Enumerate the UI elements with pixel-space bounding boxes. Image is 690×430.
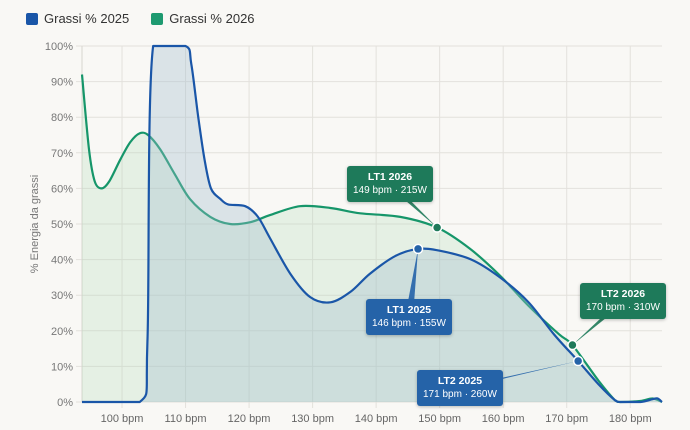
y-tick-label: 50%: [51, 219, 73, 231]
annotation-lt1-2025: LT1 2025 146 bpm · 155W: [366, 299, 452, 335]
y-tick-label: 60%: [51, 183, 73, 195]
legend-item-2026[interactable]: Grassi % 2026: [151, 11, 255, 26]
annotation-lt2-2026: LT2 2026 170 bpm · 310W: [580, 283, 666, 319]
annotation-point: [567, 339, 578, 351]
series-line-0: [82, 44, 663, 404]
legend-item-2025[interactable]: Grassi % 2025: [26, 11, 129, 26]
annotation-text: 146 bpm · 155W: [372, 318, 446, 329]
legend-label: Grassi % 2026: [169, 11, 255, 26]
y-tick-label: 100%: [45, 41, 73, 53]
series-line-1: [80, 74, 663, 404]
legend: Grassi % 2025 Grassi % 2026: [26, 11, 255, 26]
annotation-point: [431, 222, 443, 233]
annotation-title: LT2 2025: [437, 375, 483, 387]
y-tick-label: 10%: [51, 361, 73, 373]
annotation-pointer: [572, 301, 627, 346]
x-tick-label: 120 bpm: [228, 413, 271, 425]
annotation-point: [572, 355, 584, 367]
legend-swatch-2026: [151, 12, 164, 25]
x-tick-label: 180 bpm: [609, 413, 652, 425]
annotation-point: [412, 243, 424, 255]
series-area-0: [82, 46, 662, 402]
legend-swatch-2025: [26, 12, 38, 25]
y-tick-label: 40%: [51, 255, 73, 267]
x-tick-label: 100 bpm: [101, 413, 144, 425]
y-tick-label: 90%: [51, 77, 73, 89]
y-tick-label: 70%: [51, 148, 73, 160]
x-tick-label: 170 bpm: [545, 413, 588, 425]
annotation-text: 170 bpm · 310W: [586, 302, 660, 313]
x-tick-label: 110 bpm: [165, 413, 207, 425]
y-axis-label: % Energia da grassi: [29, 175, 41, 273]
x-tick-label: 140 bpm: [355, 413, 398, 425]
legend-label: Grassi % 2025: [44, 11, 130, 26]
annotation-pointer: [405, 248, 419, 317]
annotation-title: LT1 2026: [367, 171, 413, 183]
x-tick-label: 160 bpm: [482, 413, 525, 425]
annotation-title: LT2 2026: [600, 288, 646, 300]
y-tick-label: 80%: [51, 112, 73, 124]
y-tick-label: 0%: [57, 397, 73, 409]
annotation-lt2-2025: LT2 2025 171 bpm · 260W: [417, 370, 503, 406]
y-tick-label: 30%: [51, 290, 73, 302]
x-tick-label: 150 bpm: [418, 413, 461, 425]
series-area-1: [82, 74, 662, 402]
annotation-lt1-2026: LT1 2026 149 bpm · 215W: [347, 166, 433, 202]
x-tick-label: 130 bpm: [291, 413, 334, 425]
annotation-title: LT1 2025: [386, 304, 432, 316]
annotation-text: 149 bpm · 215W: [353, 185, 427, 196]
y-tick-label: 20%: [51, 326, 73, 338]
annotation-text: 171 bpm · 260W: [423, 389, 497, 400]
